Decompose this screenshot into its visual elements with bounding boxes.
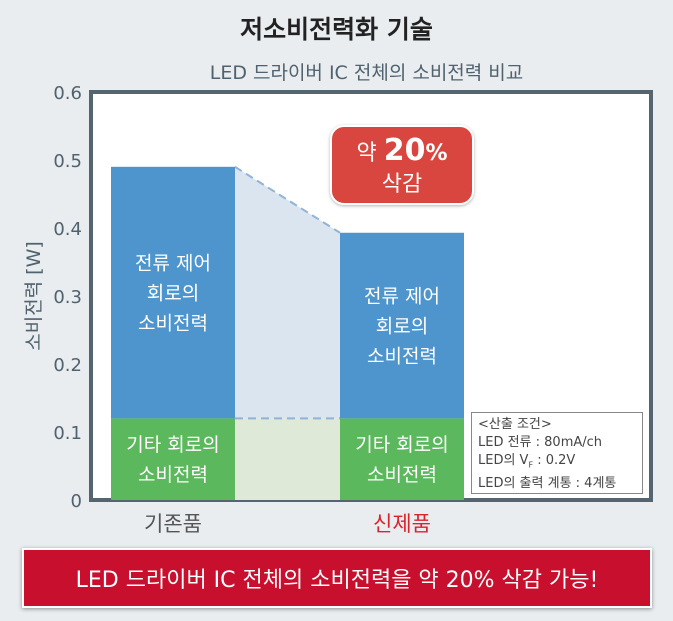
connector-dash-top bbox=[234, 165, 341, 234]
bar-segment bbox=[111, 166, 235, 419]
bar-label: 회로의 bbox=[147, 283, 199, 305]
x-category-label: 신제품 bbox=[373, 512, 431, 536]
note-vf-sub: F bbox=[528, 460, 534, 470]
y-tick-label: 0 bbox=[71, 491, 82, 512]
note-current: LED 전류 : 80mA/ch bbox=[478, 435, 603, 450]
calculation-conditions: <산출 조건> LED 전류 : 80mA/ch LED의 VF : 0.2V … bbox=[471, 412, 643, 494]
bar-label: 전류 제어 bbox=[135, 253, 211, 275]
bar-label: 회로의 bbox=[376, 316, 428, 338]
connector-lower bbox=[235, 418, 340, 500]
connector-upper bbox=[235, 166, 340, 419]
y-tick-label: 0.6 bbox=[53, 83, 82, 104]
note-vf-value: : 0.2V bbox=[533, 453, 576, 468]
bar-segment bbox=[340, 232, 464, 419]
bar-segment bbox=[111, 418, 235, 500]
y-tick-label: 0.1 bbox=[53, 423, 82, 444]
y-tick-label: 0.2 bbox=[53, 355, 82, 376]
y-axis-label: 소비전력 [W] bbox=[23, 241, 45, 351]
bar-label: 소비전력 bbox=[138, 313, 208, 335]
summary-banner: LED 드라이버 IC 전체의 소비전력을 약 20% 삭감 가능! bbox=[22, 548, 652, 608]
badge-line2: 삭감 bbox=[381, 172, 423, 197]
chart-title: 저소비전력화 기술 bbox=[240, 15, 433, 44]
y-tick-label: 0.4 bbox=[53, 219, 82, 240]
badge-value: 20 bbox=[383, 133, 426, 168]
note-vf: LED의 VF : 0.2V bbox=[478, 452, 636, 475]
bar-label: 기타 회로의 bbox=[355, 434, 448, 456]
y-tick-label: 0.3 bbox=[53, 287, 82, 308]
badge-unit: % bbox=[425, 141, 448, 166]
bar-label: 소비전력 bbox=[367, 464, 437, 486]
chart-subtitle: LED 드라이버 IC 전체의 소비전력 비교 bbox=[209, 62, 524, 84]
bar-label: 소비전력 bbox=[367, 346, 437, 368]
bar-label: 소비전력 bbox=[138, 464, 208, 486]
note-channels: LED의 출력 계통 : 4계통 bbox=[478, 475, 617, 491]
reduction-badge: 약 20% 삭감 bbox=[330, 125, 474, 205]
bar-segment bbox=[340, 418, 464, 500]
x-category-label: 기존품 bbox=[144, 512, 202, 536]
bar-label: 전류 제어 bbox=[364, 286, 440, 308]
note-heading: <산출 조건> bbox=[478, 417, 552, 432]
badge-prefix: 약 bbox=[356, 141, 384, 166]
y-tick-label: 0.5 bbox=[53, 151, 82, 172]
bar-label: 기타 회로의 bbox=[126, 434, 219, 456]
note-vf-label: LED의 V bbox=[478, 453, 529, 468]
